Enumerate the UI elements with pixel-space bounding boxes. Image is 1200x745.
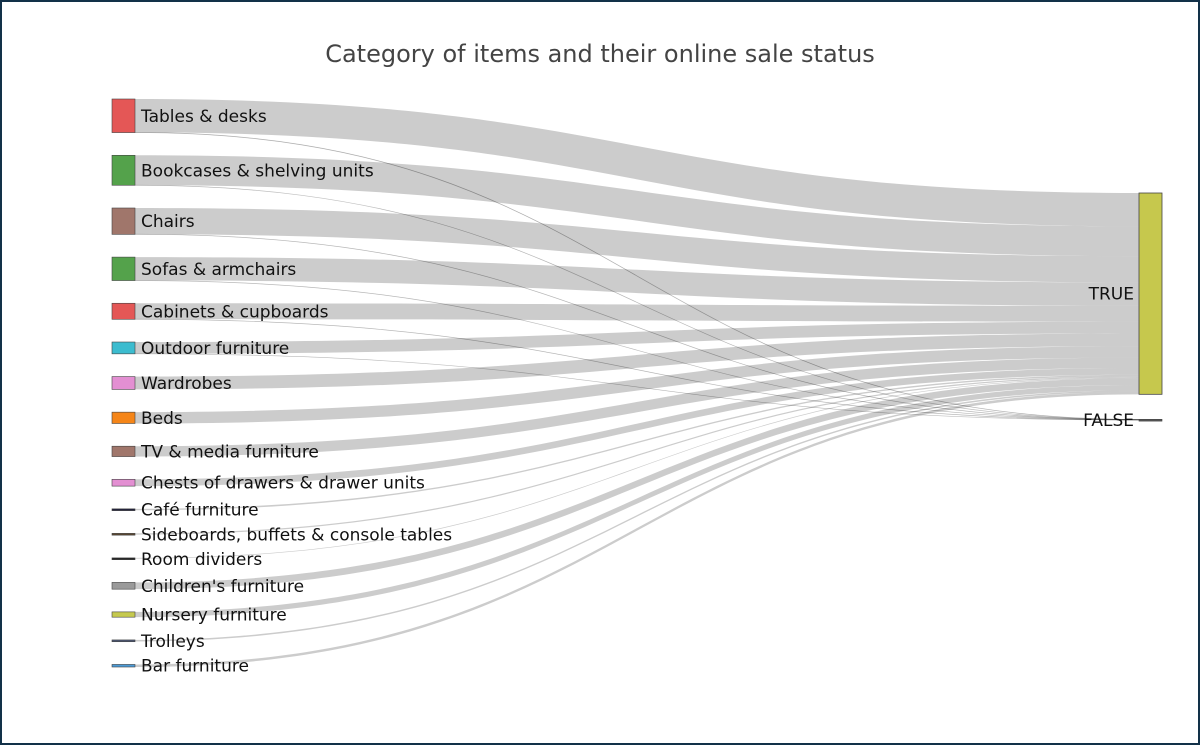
- link-sofas-armchairs-true: [135, 257, 1139, 306]
- node-wardrobes: [111, 376, 136, 390]
- link-chairs-true: [135, 207, 1139, 283]
- label-chests-of-drawers-drawer-units: Chests of drawers & drawer units: [141, 474, 425, 494]
- label-children-s-furniture: Children's furniture: [141, 577, 304, 597]
- node-tv-media-furniture: [111, 445, 136, 457]
- link-cabinets-cupboards-true: [135, 303, 1139, 322]
- label-room-dividers: Room dividers: [141, 550, 262, 570]
- link-trolleys-true: [135, 390, 1139, 642]
- link-nursery-furniture-true: [135, 384, 1139, 618]
- node-chairs: [111, 207, 136, 235]
- node-trolleys: [111, 639, 136, 643]
- link-bar-furniture-true: [135, 391, 1139, 667]
- label-beds: Beds: [141, 409, 183, 429]
- node-bookcases-shelving-units: [111, 154, 136, 186]
- node-false: [1138, 419, 1163, 422]
- link-tv-media-furniture-true: [135, 357, 1139, 457]
- link-tables-desks-true: [135, 99, 1139, 227]
- node-chests-of-drawers-drawer-units: [111, 478, 136, 487]
- label-bar-furniture: Bar furniture: [141, 657, 249, 677]
- label-nursery-furniture: Nursery furniture: [141, 606, 287, 626]
- node-caf-furniture: [111, 508, 136, 511]
- node-tables-desks: [111, 98, 136, 133]
- node-true: [1138, 192, 1163, 395]
- node-bar-furniture: [111, 664, 136, 668]
- node-outdoor-furniture: [111, 341, 136, 355]
- link-sideboards-buffets-console-tables-true: [135, 376, 1139, 535]
- node-beds: [111, 411, 136, 424]
- link-wardrobes-true: [135, 333, 1139, 390]
- label-bookcases-shelving-units: Bookcases & shelving units: [141, 161, 374, 181]
- label-sideboards-buffets-console-tables: Sideboards, buffets & console tables: [141, 525, 452, 545]
- link-room-dividers-true: [135, 377, 1139, 559]
- links-layer: [134, 99, 1140, 667]
- node-nursery-furniture: [111, 611, 136, 618]
- link-outdoor-furniture-true: [135, 321, 1139, 354]
- node-children-s-furniture: [111, 582, 136, 590]
- label-false: FALSE: [1083, 411, 1134, 431]
- label-caf-furniture: Café furniture: [141, 501, 259, 521]
- label-cabinets-cupboards: Cabinets & cupboards: [141, 302, 329, 322]
- link-children-s-furniture-true: [135, 378, 1139, 590]
- label-sofas-armchairs: Sofas & armchairs: [141, 260, 296, 280]
- label-chairs: Chairs: [141, 212, 195, 232]
- label-tv-media-furniture: TV & media furniture: [140, 442, 319, 462]
- nodes-layer: [111, 98, 1163, 668]
- label-trolleys: Trolleys: [140, 632, 205, 652]
- link-bookcases-shelving-units-true: [135, 155, 1139, 257]
- labels-layer: Tables & desks Bookcases & shelving units…: [140, 107, 1134, 677]
- label-outdoor-furniture: Outdoor furniture: [141, 339, 289, 359]
- label-wardrobes: Wardrobes: [141, 374, 232, 394]
- label-tables-desks: Tables & desks: [140, 107, 267, 127]
- node-sofas-armchairs: [111, 256, 136, 281]
- node-cabinets-cupboards: [111, 302, 136, 320]
- link-beds-true: [135, 346, 1139, 424]
- link-caf-furniture-true: [135, 374, 1139, 511]
- chart-title: Category of items and their online sale …: [325, 40, 875, 68]
- label-true: TRUE: [1088, 285, 1134, 305]
- node-sideboards-buffets-console-tables: [111, 533, 136, 536]
- link-chests-of-drawers-drawer-units-true: [135, 367, 1139, 487]
- node-room-dividers: [111, 557, 136, 560]
